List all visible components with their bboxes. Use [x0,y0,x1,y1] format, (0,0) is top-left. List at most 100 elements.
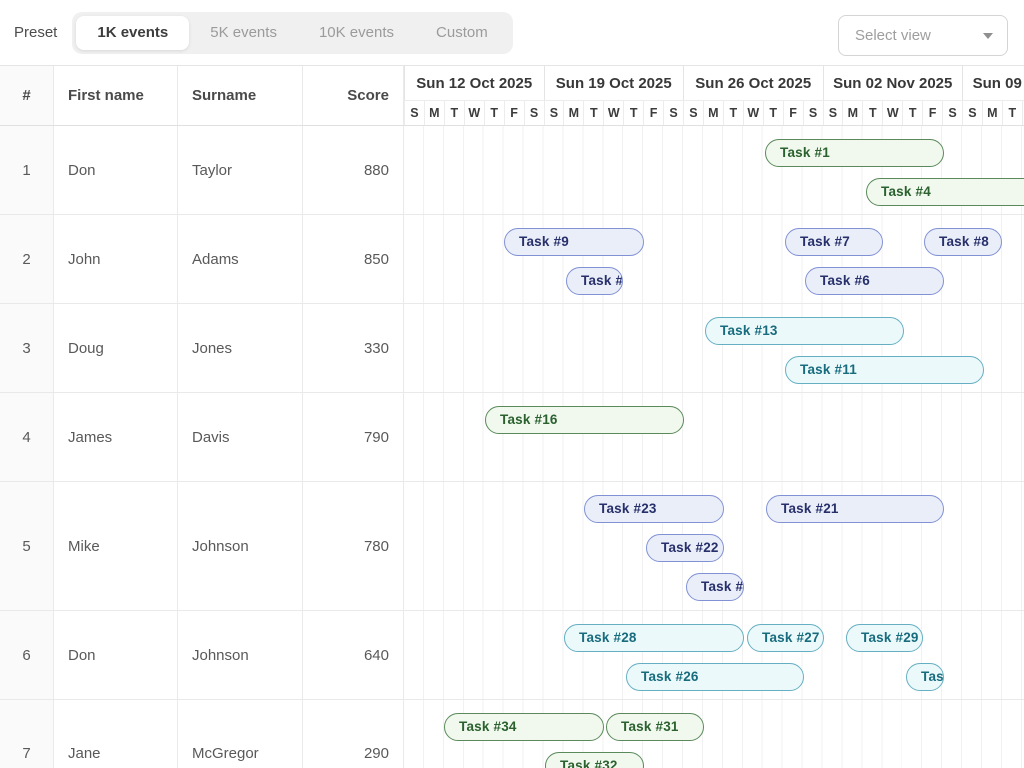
first-name-cell: Don [54,126,178,214]
day-header-cell: F [503,101,524,125]
column-header-first-name[interactable]: First name [54,66,178,125]
day-header-cell: F [643,101,663,125]
preset-button-custom[interactable]: Custom [436,23,488,41]
column-header-surname[interactable]: Surname [178,66,303,125]
row-number-cell: 1 [0,126,54,214]
row-number-cell: 6 [0,611,54,699]
day-header-cell: W [742,101,763,125]
surname-cell: McGregor [178,700,303,768]
day-header-cell: W [882,101,902,125]
table-row: 7 Jane McGregor 290 Task #34 Task #31 Task #32 [0,700,1024,768]
select-view-placeholder: Select view [855,27,931,44]
surname-cell: Jones [178,304,303,392]
select-view-dropdown[interactable]: Select view [838,15,1008,56]
table-row: 1 Don Taylor 880 Task #1 Task #4 [0,126,1024,215]
surname-cell: Davis [178,393,303,481]
preset-button-1k-events[interactable]: 1K events [76,15,190,50]
table-row: 4 James Davis 790 Task #16 [0,393,1024,482]
week-header-cell: Sun 26 Oct 2025 [683,66,823,100]
table-row: 5 Mike Johnson 780 Task #23 Task #21 Task #22 T… [0,482,1024,611]
task-bar[interactable]: Task #11 [785,356,984,384]
day-header-cell: M [842,101,862,125]
day-header-cell: S [663,101,683,125]
task-bar[interactable]: Task #1 [765,139,944,167]
score-cell: 780 [303,482,404,610]
day-header-cell: S [802,101,823,125]
scheduler-grid: # First name Surname Score Sun 12 Oct 2025 S… [0,65,1024,768]
task-bar[interactable]: Task #10 [566,267,623,295]
preset-button-10k-events[interactable]: 10K events [318,23,395,41]
day-header-cell: T [483,101,504,125]
toolbar: Preset 1K events 5K events 10K events Custo… [0,0,1024,65]
day-header-cell: M [981,101,1002,125]
day-header-cell: W [463,101,484,125]
table-column-headers: # First name Surname Score [0,66,404,125]
timeline-lane: Task #13 Task #11 [404,304,1024,392]
first-name-cell: Doug [54,304,178,392]
score-cell: 850 [303,215,404,303]
task-bar[interactable]: Task #34 [444,713,604,741]
task-bar[interactable]: Task #26 [626,663,804,691]
day-header-cell: S [942,101,962,125]
day-header-cell: F [922,101,942,125]
task-bar[interactable]: Task #32 [545,752,644,768]
timeline-lane: Task #23 Task #21 Task #22 Task #24 [404,482,1024,610]
day-header-cell: F [782,101,803,125]
score-cell: 640 [303,611,404,699]
day-header-cell: T [1001,101,1022,125]
score-cell: 880 [303,126,404,214]
preset-button-group: 1K events 5K events 10K events Custom [72,11,513,54]
task-bar[interactable]: Task #21 [766,495,944,523]
grid-header: # First name Surname Score Sun 12 Oct 2025 S… [0,66,1024,126]
table-row: 2 John Adams 850 Task #9 Task #7 Task #8 Task #… [0,215,1024,304]
day-header-cell: S [543,101,564,125]
score-cell: 290 [303,700,404,768]
day-header-row: SMTWTFSSMTWTFSSMTWTFSSMTWTFSSMTWTFS [404,101,1024,125]
task-bar[interactable]: Task #28 [564,624,744,652]
week-header-row: Sun 12 Oct 2025 Sun 19 Oct 2025 Sun 26 Oct… [404,66,1024,101]
first-name-cell: James [54,393,178,481]
column-header-score[interactable]: Score [303,66,404,125]
row-number-cell: 7 [0,700,54,768]
preset-button-5k-events[interactable]: 5K events [210,23,277,41]
week-header-cell: Sun 09 Nov 2025 [962,66,1024,100]
week-header-cell: Sun 02 Nov 2025 [822,66,963,100]
row-number-cell: 3 [0,304,54,392]
surname-cell: Johnson [178,611,303,699]
first-name-cell: Don [54,611,178,699]
column-header-num[interactable]: # [0,66,54,125]
day-header-cell: T [623,101,643,125]
surname-cell: Taylor [178,126,303,214]
day-header-cell: S [523,101,544,125]
day-header-cell: T [902,101,922,125]
day-header-cell: T [722,101,743,125]
task-bar[interactable]: Task #8 [924,228,1002,256]
week-header-cell: Sun 12 Oct 2025 [404,66,544,100]
task-bar[interactable]: Task #30 [906,663,944,691]
task-bar[interactable]: Task #13 [705,317,904,345]
timeline-lane: Task #34 Task #31 Task #32 [404,700,1024,768]
task-bar[interactable]: Task #31 [606,713,704,741]
table-row: 3 Doug Jones 330 Task #13 Task #11 [0,304,1024,393]
task-bar[interactable]: Task #9 [504,228,644,256]
task-bar[interactable]: Task #7 [785,228,883,256]
task-bar[interactable]: Task #22 [646,534,724,562]
task-bar[interactable]: Task #16 [485,406,684,434]
task-bar[interactable]: Task #23 [584,495,724,523]
day-header-cell: T [862,101,882,125]
task-bar[interactable]: Task #4 [866,178,1024,206]
row-number-cell: 5 [0,482,54,610]
timeline-lane: Task #1 Task #4 [404,126,1024,214]
task-bar[interactable]: Task #24 [686,573,744,601]
day-header-cell: T [762,101,783,125]
day-header-cell: W [603,101,623,125]
task-bar[interactable]: Task #29 [846,624,923,652]
task-bar[interactable]: Task #27 [747,624,824,652]
day-header-cell: S [683,101,703,125]
task-bar[interactable]: Task #6 [805,267,944,295]
day-header-cell: T [443,101,464,125]
surname-cell: Johnson [178,482,303,610]
first-name-cell: Jane [54,700,178,768]
day-header-cell: M [563,101,583,125]
